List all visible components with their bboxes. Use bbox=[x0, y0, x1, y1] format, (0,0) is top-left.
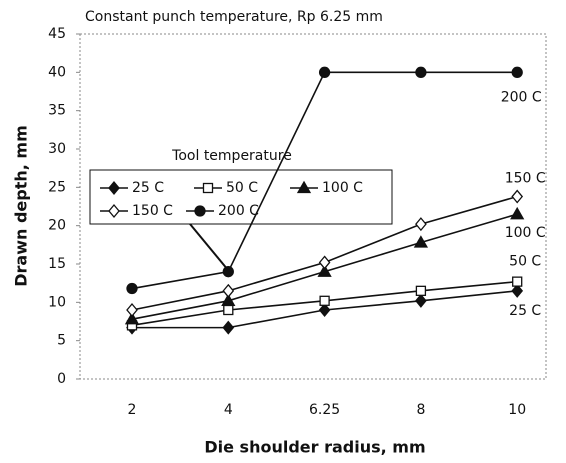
data-point bbox=[126, 282, 138, 295]
y-tick-label: 35 bbox=[48, 103, 66, 119]
legend-marker bbox=[108, 180, 120, 196]
chart-title: Constant punch temperature, Rp 6.25 mm bbox=[85, 9, 383, 25]
data-point bbox=[318, 66, 331, 78]
annotation: 200 C bbox=[501, 89, 542, 105]
legend-label: 50 C bbox=[226, 180, 258, 196]
y-tick-label: 0 bbox=[57, 371, 66, 387]
legend-marker bbox=[194, 205, 206, 217]
legend-label: 25 C bbox=[132, 180, 164, 196]
legend-marker bbox=[296, 180, 312, 194]
legend-marker bbox=[108, 203, 120, 219]
y-tick-label: 10 bbox=[48, 294, 66, 310]
x-axis-label: Die shoulder radius, mm bbox=[204, 438, 425, 457]
data-point bbox=[415, 217, 427, 232]
data-point bbox=[413, 235, 429, 248]
y-tick-label: 20 bbox=[48, 218, 66, 234]
data-point bbox=[415, 293, 427, 308]
data-point bbox=[319, 295, 330, 306]
legend-marker bbox=[202, 182, 214, 194]
x-tick-label: 10 bbox=[508, 402, 526, 418]
x-tick-label: 8 bbox=[416, 402, 425, 418]
data-point bbox=[222, 266, 234, 278]
plot-border bbox=[79, 33, 547, 380]
data-point bbox=[126, 302, 138, 318]
annotation: 100 C bbox=[505, 225, 546, 241]
data-point bbox=[318, 255, 331, 270]
data-point bbox=[415, 285, 427, 296]
data-point bbox=[222, 283, 235, 298]
data-point bbox=[124, 311, 140, 325]
data-point bbox=[511, 66, 523, 78]
data-point bbox=[317, 264, 332, 277]
data-point bbox=[512, 276, 523, 287]
y-tick-label: 15 bbox=[48, 256, 66, 272]
y-axis-label: Drawn depth, mm bbox=[12, 125, 31, 287]
x-tick-label: 6.25 bbox=[309, 402, 340, 418]
data-point bbox=[318, 302, 331, 318]
legend-label: 150 C bbox=[132, 203, 173, 219]
legend-label: 200 C bbox=[218, 203, 259, 219]
legend-callout bbox=[189, 223, 229, 271]
data-point bbox=[223, 304, 234, 316]
data-point bbox=[511, 283, 524, 298]
data-point bbox=[221, 293, 236, 306]
data-point bbox=[511, 189, 524, 204]
annotation: 150 C bbox=[505, 171, 546, 187]
x-tick-label: 4 bbox=[224, 402, 233, 418]
annotation: 50 C bbox=[509, 254, 541, 270]
legend-title: Tool temperature bbox=[171, 148, 292, 164]
y-tick-label: 5 bbox=[57, 333, 66, 349]
legend-label: 100 C bbox=[322, 180, 363, 196]
x-tick-label: 2 bbox=[128, 402, 137, 418]
y-tick-label: 25 bbox=[48, 179, 66, 195]
annotation: 25 C bbox=[509, 303, 541, 319]
y-tick-label: 45 bbox=[48, 26, 66, 42]
y-tick-label: 30 bbox=[48, 141, 66, 157]
data-point bbox=[222, 320, 235, 335]
data-point bbox=[415, 66, 427, 78]
y-tick-label: 40 bbox=[48, 64, 66, 80]
data-point bbox=[510, 206, 525, 220]
legend-box bbox=[89, 169, 393, 225]
